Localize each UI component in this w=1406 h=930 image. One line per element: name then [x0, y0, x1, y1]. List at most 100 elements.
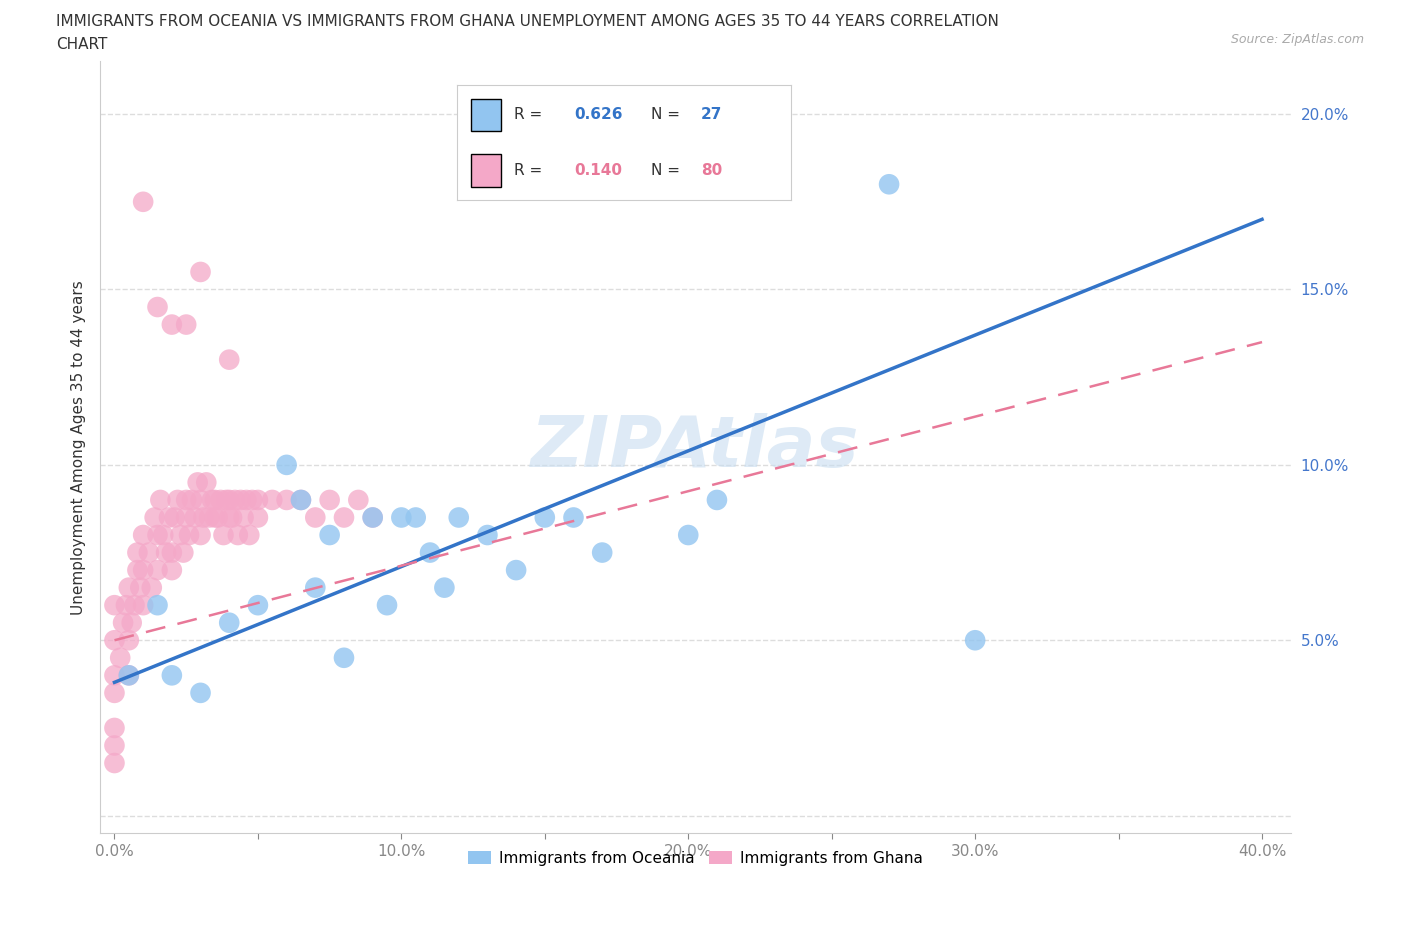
Point [276, 458, 298, 472]
Point [965, 632, 987, 647]
Point [218, 493, 240, 508]
Point [224, 493, 246, 508]
Point [190, 264, 212, 279]
Point [533, 510, 555, 525]
Point [174, 317, 197, 332]
Point [132, 194, 155, 209]
Point [160, 317, 183, 332]
Point [160, 668, 183, 683]
Point [187, 475, 209, 490]
Point [127, 563, 149, 578]
Point [276, 493, 298, 508]
Point [333, 650, 356, 665]
Point [146, 563, 169, 578]
Point [190, 685, 212, 700]
Point [163, 510, 186, 525]
Point [190, 527, 212, 542]
Point [184, 510, 207, 525]
Point [166, 493, 188, 508]
Point [121, 616, 143, 631]
Point [262, 493, 284, 508]
Point [361, 510, 384, 525]
Point [108, 650, 131, 665]
Point [204, 510, 226, 525]
Point [193, 510, 215, 525]
Point [405, 510, 427, 525]
Point [209, 493, 232, 508]
Point [304, 580, 326, 595]
Point [246, 510, 269, 525]
Point [591, 545, 613, 560]
Point [226, 527, 249, 542]
Point [103, 598, 125, 613]
Point [290, 493, 312, 508]
Point [103, 632, 125, 647]
Point [127, 545, 149, 560]
Point [103, 685, 125, 700]
Text: Source: ZipAtlas.com: Source: ZipAtlas.com [1230, 33, 1364, 46]
Point [246, 598, 269, 613]
Point [347, 493, 370, 508]
Point [229, 493, 252, 508]
Point [146, 527, 169, 542]
Point [190, 493, 212, 508]
Legend: Immigrants from Oceania, Immigrants from Ghana: Immigrants from Oceania, Immigrants from… [461, 844, 929, 871]
Point [207, 510, 229, 525]
Point [157, 510, 180, 525]
Y-axis label: Unemployment Among Ages 35 to 44 years: Unemployment Among Ages 35 to 44 years [72, 280, 86, 615]
Point [174, 493, 197, 508]
Point [152, 527, 174, 542]
Point [212, 527, 235, 542]
Text: ZIPAtlas: ZIPAtlas [531, 413, 859, 482]
Point [333, 510, 356, 525]
Point [238, 527, 260, 542]
Point [160, 563, 183, 578]
Point [318, 493, 340, 508]
Point [221, 510, 243, 525]
Point [177, 527, 200, 542]
Point [433, 580, 456, 595]
Point [477, 527, 499, 542]
Point [198, 510, 221, 525]
Point [129, 580, 152, 595]
Point [169, 527, 191, 542]
Point [115, 598, 138, 613]
Point [235, 493, 257, 508]
Point [103, 755, 125, 770]
Text: CHART: CHART [56, 37, 108, 52]
Point [218, 352, 240, 367]
Point [562, 510, 585, 525]
Point [118, 668, 141, 683]
Point [246, 493, 269, 508]
Point [181, 493, 204, 508]
Point [505, 563, 527, 578]
Point [204, 493, 226, 508]
Point [132, 598, 155, 613]
Point [361, 510, 384, 525]
Point [103, 668, 125, 683]
Point [389, 510, 412, 525]
Point [146, 299, 169, 314]
Point [375, 598, 398, 613]
Point [304, 510, 326, 525]
Point [215, 493, 238, 508]
Point [132, 527, 155, 542]
Point [138, 545, 160, 560]
Point [447, 510, 470, 525]
Point [290, 493, 312, 508]
Point [218, 616, 240, 631]
Point [112, 616, 135, 631]
Point [160, 545, 183, 560]
Point [172, 545, 194, 560]
Point [103, 721, 125, 736]
Point [103, 738, 125, 753]
Text: IMMIGRANTS FROM OCEANIA VS IMMIGRANTS FROM GHANA UNEMPLOYMENT AMONG AGES 35 TO 4: IMMIGRANTS FROM OCEANIA VS IMMIGRANTS FR… [56, 14, 1000, 29]
Point [143, 510, 166, 525]
Point [132, 563, 155, 578]
Point [118, 668, 141, 683]
Point [124, 598, 146, 613]
Point [678, 527, 700, 542]
Point [218, 510, 240, 525]
Point [141, 580, 163, 595]
Point [419, 545, 441, 560]
